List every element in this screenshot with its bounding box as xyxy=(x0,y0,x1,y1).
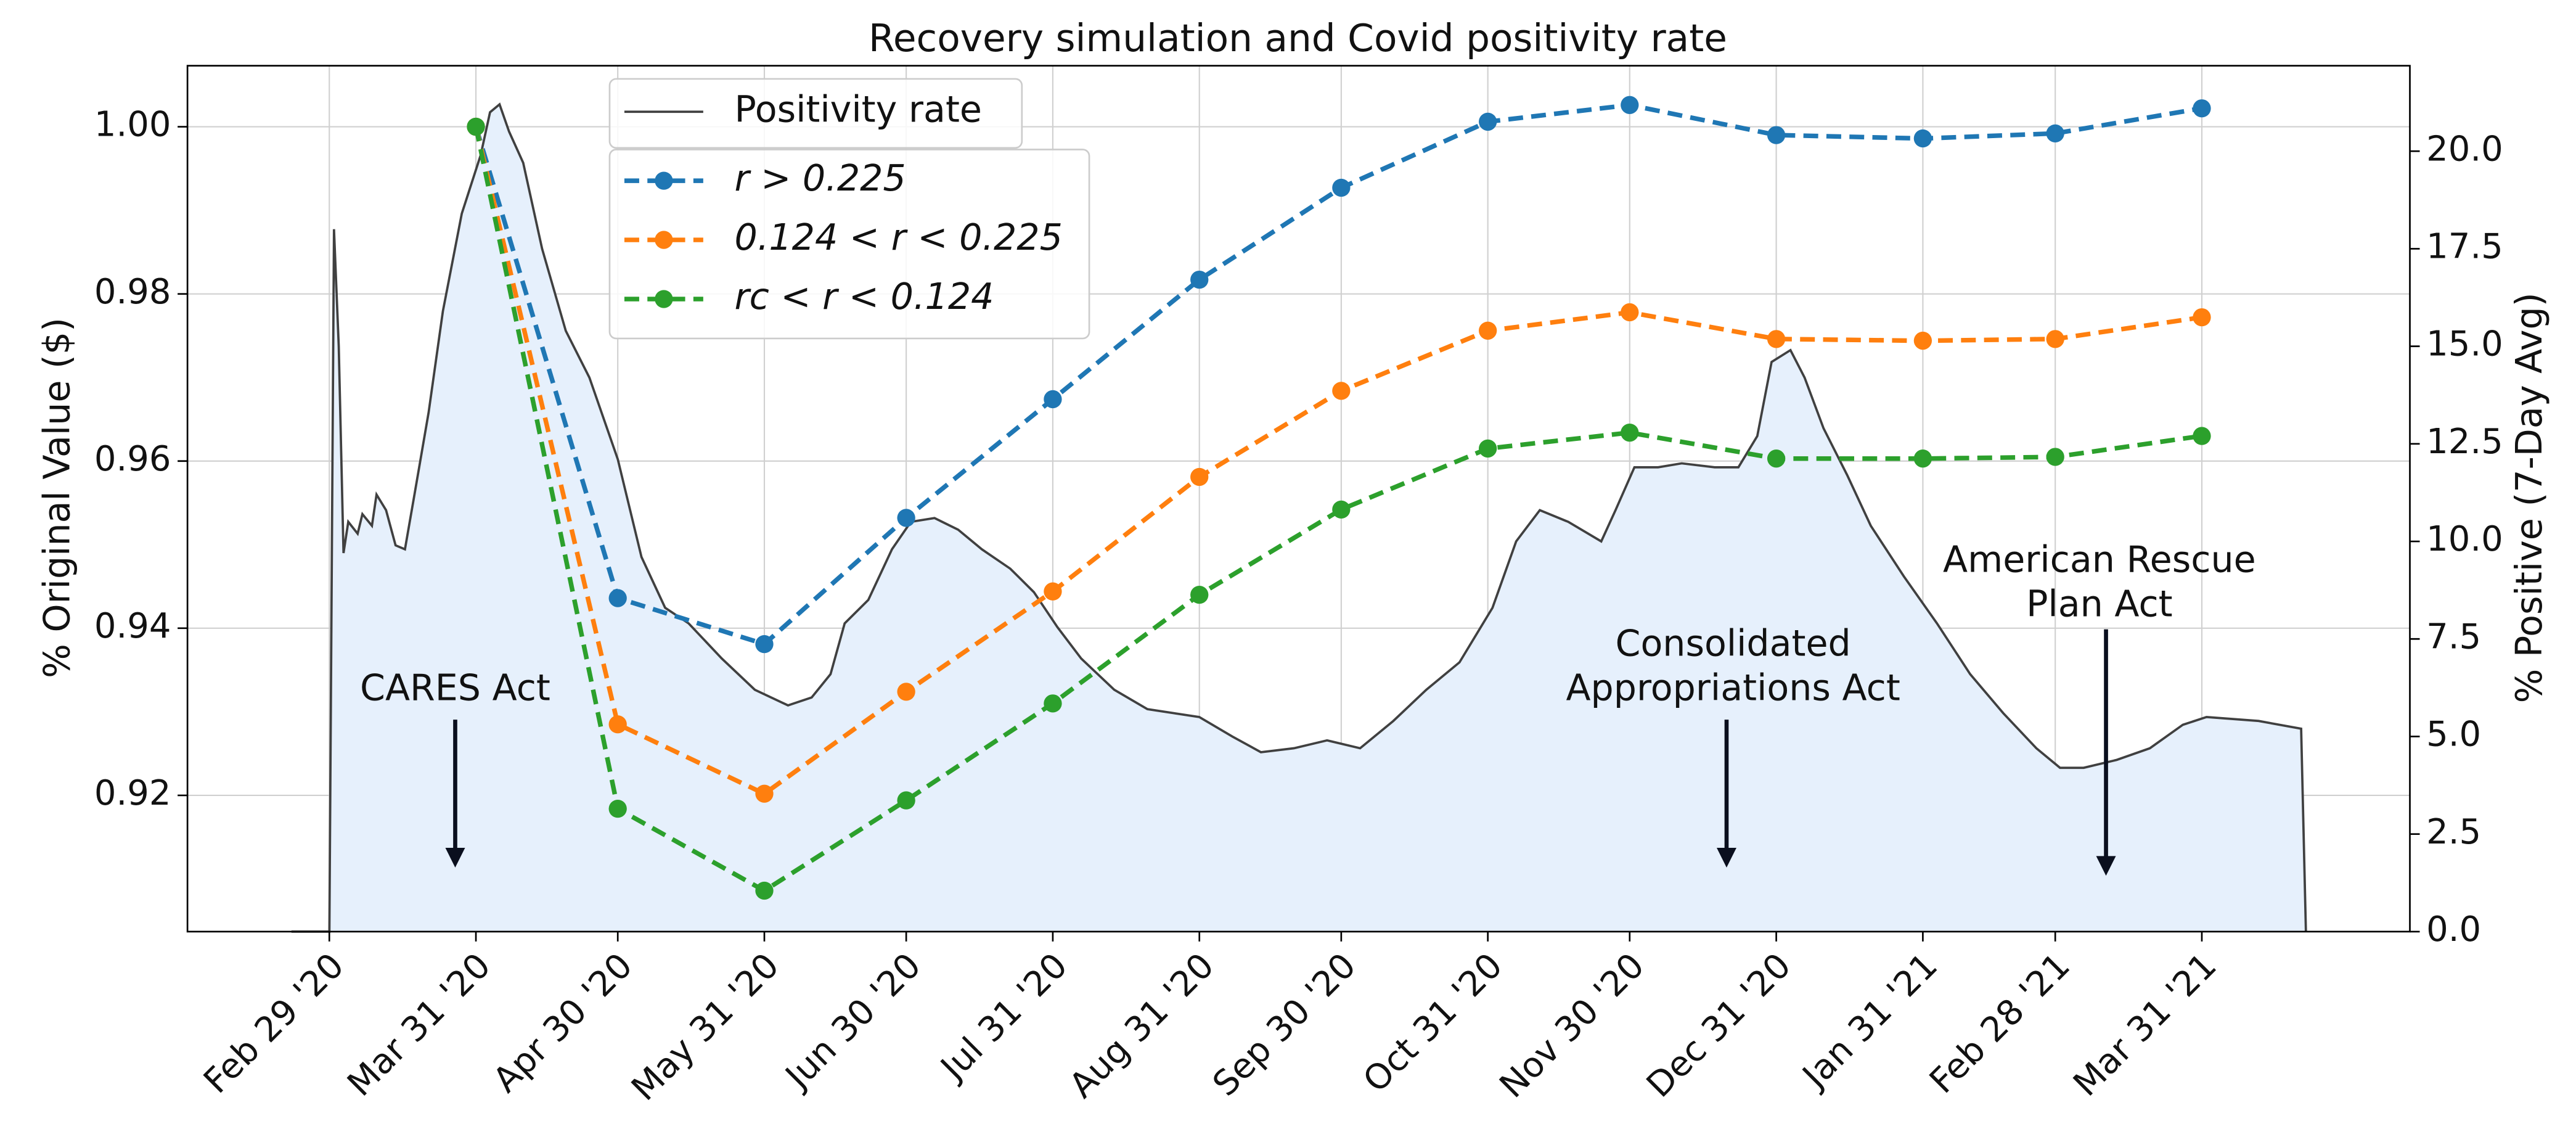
series-marker xyxy=(608,715,627,734)
series-marker xyxy=(1479,439,1497,458)
x-tick-label: Mar 31 '21 xyxy=(2066,946,2224,1104)
annotation-text: CARES Act xyxy=(360,667,550,708)
y-tick-label: 1.00 xyxy=(94,105,171,145)
y-tick-label: 0.98 xyxy=(94,272,171,312)
x-tick-label: Nov 30 '20 xyxy=(1492,946,1653,1106)
plot-frame xyxy=(186,65,2411,933)
y2-tick-label: 17.5 xyxy=(2426,227,2503,267)
series-marker xyxy=(1767,330,1786,348)
legend-label: rc < r < 0.124 xyxy=(734,276,994,318)
legend-box xyxy=(608,78,1023,149)
series-marker xyxy=(1190,585,1209,604)
x-tick-label: Jan 31 '21 xyxy=(1794,946,1945,1098)
x-tick-label: Mar 31 '20 xyxy=(340,946,498,1104)
series-marker xyxy=(897,683,915,701)
annotation-text: Appropriations Act xyxy=(1566,667,1900,708)
y2-axis-label: % Positive (7-Day Avg) xyxy=(2508,292,2550,703)
legend-label: r > 0.225 xyxy=(734,157,906,199)
legend-box xyxy=(608,149,1090,340)
y2-tick-label: 7.5 xyxy=(2426,617,2481,657)
series-marker xyxy=(1479,321,1497,340)
legend-marker xyxy=(655,231,673,249)
y2-tick-label: 15.0 xyxy=(2426,324,2503,364)
annotation-arrowhead xyxy=(445,848,465,868)
annotation-arrowhead xyxy=(1716,848,1736,868)
series-marker xyxy=(2193,308,2211,327)
y2-tick-label: 2.5 xyxy=(2426,812,2481,852)
series-marker xyxy=(1044,694,1062,713)
series-marker xyxy=(2193,427,2211,445)
x-tick-label: Feb 28 '21 xyxy=(1922,946,2078,1102)
series-marker xyxy=(2046,124,2064,143)
series-marker xyxy=(608,589,627,607)
y2-tick-label: 12.5 xyxy=(2426,422,2503,462)
x-tick-label: Apr 30 '20 xyxy=(486,946,640,1101)
series-marker xyxy=(1913,449,1932,468)
legend-label: Positivity rate xyxy=(734,88,982,130)
series-marker xyxy=(1767,126,1786,144)
annotation-text: American Rescue xyxy=(1943,538,2256,580)
series-marker xyxy=(1190,270,1209,289)
y-axis-label: % Original Value ($) xyxy=(36,318,78,678)
series-marker xyxy=(1767,449,1786,468)
legend-label: 0.124 < r < 0.225 xyxy=(734,216,1062,258)
series-marker xyxy=(897,509,915,527)
series-marker xyxy=(1332,178,1351,197)
annotation-text: Plan Act xyxy=(2026,583,2173,625)
y2-tick-label: 0.0 xyxy=(2426,909,2481,950)
legend-marker xyxy=(655,171,673,190)
series-marker xyxy=(2193,99,2211,118)
y2-tick-label: 5.0 xyxy=(2426,715,2481,755)
x-tick-label: Feb 29 '20 xyxy=(196,946,352,1102)
y2-tick-label: 10.0 xyxy=(2426,519,2503,559)
annotation-arrowhead xyxy=(2096,856,2116,876)
y-tick-label: 0.96 xyxy=(94,439,171,479)
annotation-text: Consolidated xyxy=(1616,622,1851,664)
x-tick-label: Aug 31 '20 xyxy=(1061,946,1222,1106)
series-marker xyxy=(1913,331,1932,350)
x-tick-label: Jun 30 '20 xyxy=(777,946,929,1098)
x-tick-label: Oct 31 '20 xyxy=(1355,946,1510,1101)
y2-tick-label: 20.0 xyxy=(2426,129,2503,169)
series-marker xyxy=(1621,96,1639,114)
series-marker xyxy=(1621,424,1639,442)
positivity-area xyxy=(291,104,2306,932)
series-marker xyxy=(1190,467,1209,486)
positivity-line xyxy=(291,102,2307,933)
x-tick-label: Sep 30 '20 xyxy=(1205,946,1364,1104)
series-marker xyxy=(1044,390,1062,409)
x-tick-label: May 31 '20 xyxy=(624,946,787,1109)
chart-title: Recovery simulation and Covid positivity… xyxy=(869,17,1727,60)
series-marker xyxy=(2046,330,2064,348)
series-marker xyxy=(755,784,774,803)
x-tick-label: Jul 31 '20 xyxy=(932,946,1076,1090)
x-tick-label: Dec 31 '20 xyxy=(1639,946,1799,1106)
series-marker xyxy=(467,117,485,136)
series-marker xyxy=(1913,129,1932,148)
series-marker xyxy=(1332,500,1351,519)
series-marker xyxy=(2046,448,2064,466)
y-tick-label: 0.92 xyxy=(94,773,171,813)
legend-marker xyxy=(655,290,673,308)
series-marker xyxy=(755,881,774,900)
series-marker xyxy=(608,799,627,818)
series-marker xyxy=(1479,112,1497,131)
series-marker xyxy=(1332,382,1351,400)
series-marker xyxy=(755,634,774,654)
series-marker xyxy=(1044,582,1062,601)
y-tick-label: 0.94 xyxy=(94,606,171,646)
series-marker xyxy=(1621,303,1639,322)
series-marker xyxy=(897,791,915,810)
